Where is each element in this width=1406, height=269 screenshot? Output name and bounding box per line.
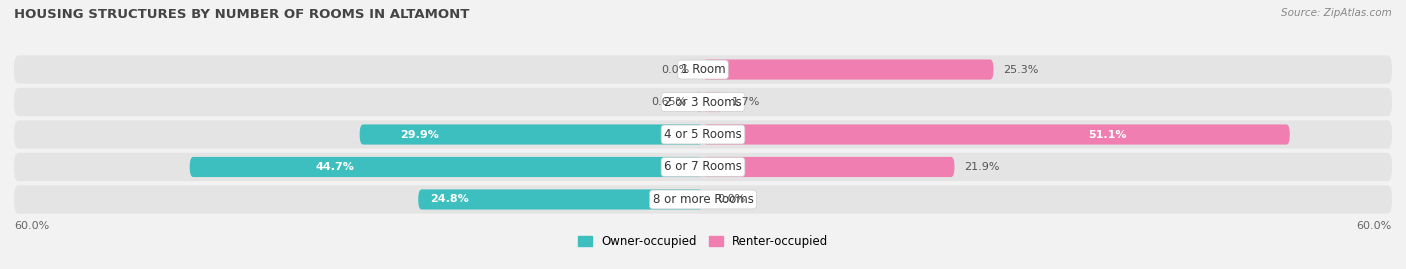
- FancyBboxPatch shape: [14, 153, 1392, 181]
- Text: 25.3%: 25.3%: [1002, 65, 1038, 75]
- FancyBboxPatch shape: [14, 55, 1392, 84]
- Text: 44.7%: 44.7%: [315, 162, 354, 172]
- Text: 0.0%: 0.0%: [661, 65, 689, 75]
- Text: HOUSING STRUCTURES BY NUMBER OF ROOMS IN ALTAMONT: HOUSING STRUCTURES BY NUMBER OF ROOMS IN…: [14, 8, 470, 21]
- FancyBboxPatch shape: [14, 120, 1392, 149]
- Text: 60.0%: 60.0%: [1357, 221, 1392, 231]
- FancyBboxPatch shape: [703, 125, 1289, 144]
- Text: 4 or 5 Rooms: 4 or 5 Rooms: [664, 128, 742, 141]
- FancyBboxPatch shape: [703, 59, 994, 80]
- FancyBboxPatch shape: [696, 92, 703, 112]
- Text: 24.8%: 24.8%: [430, 194, 468, 204]
- FancyBboxPatch shape: [703, 157, 955, 177]
- Text: 6 or 7 Rooms: 6 or 7 Rooms: [664, 161, 742, 174]
- Text: 1.7%: 1.7%: [731, 97, 761, 107]
- FancyBboxPatch shape: [190, 157, 703, 177]
- Text: 0.0%: 0.0%: [717, 194, 745, 204]
- Legend: Owner-occupied, Renter-occupied: Owner-occupied, Renter-occupied: [572, 230, 834, 253]
- Text: 0.65%: 0.65%: [651, 97, 686, 107]
- FancyBboxPatch shape: [14, 185, 1392, 214]
- FancyBboxPatch shape: [14, 88, 1392, 116]
- FancyBboxPatch shape: [703, 92, 723, 112]
- Text: Source: ZipAtlas.com: Source: ZipAtlas.com: [1281, 8, 1392, 18]
- Text: 8 or more Rooms: 8 or more Rooms: [652, 193, 754, 206]
- Text: 29.9%: 29.9%: [401, 129, 440, 140]
- Text: 60.0%: 60.0%: [14, 221, 49, 231]
- Text: 51.1%: 51.1%: [1088, 129, 1126, 140]
- FancyBboxPatch shape: [418, 189, 703, 210]
- Text: 1 Room: 1 Room: [681, 63, 725, 76]
- Text: 2 or 3 Rooms: 2 or 3 Rooms: [664, 95, 742, 108]
- FancyBboxPatch shape: [360, 125, 703, 144]
- Text: 21.9%: 21.9%: [963, 162, 1000, 172]
